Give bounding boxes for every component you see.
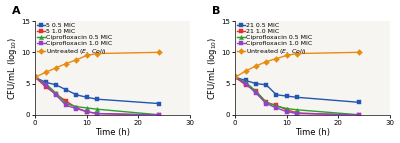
21 1.0 MIC — [233, 77, 238, 78]
Ciprofloxacin 0.5 MIC — [33, 77, 38, 78]
Ciprofloxacin 1.0 MIC — [284, 111, 289, 113]
Ciprofloxacin 0.5 MIC — [64, 103, 68, 104]
Untreated (E. Coli) — [54, 67, 58, 69]
Ciprofloxacin 1.0 MIC — [233, 77, 238, 78]
21 1.0 MIC — [284, 109, 289, 111]
Ciprofloxacin 0.5 MIC — [95, 108, 100, 110]
Ciprofloxacin 1.0 MIC — [54, 94, 58, 96]
Ciprofloxacin 0.5 MIC — [54, 92, 58, 94]
Untreated (E. Coli) — [274, 58, 279, 59]
5 1.0 MIC — [74, 107, 79, 109]
Untreated (E. Coli) — [233, 77, 238, 78]
21 0.5 MIC — [274, 94, 279, 96]
Legend: 5 0.5 MIC, 5 1.0 MIC, Ciprofloxacin 0.5 MIC, Ciprofloxacin 1.0 MIC, Untreated ($: 5 0.5 MIC, 5 1.0 MIC, Ciprofloxacin 0.5 … — [36, 22, 113, 57]
5 1.0 MIC — [95, 113, 100, 114]
5 1.0 MIC — [84, 111, 89, 113]
5 0.5 MIC — [33, 77, 38, 78]
Line: Ciprofloxacin 0.5 MIC: Ciprofloxacin 0.5 MIC — [33, 75, 161, 117]
5 1.0 MIC — [156, 115, 161, 116]
21 0.5 MIC — [264, 84, 268, 86]
Ciprofloxacin 0.5 MIC — [295, 109, 300, 111]
Ciprofloxacin 1.0 MIC — [264, 103, 268, 104]
Untreated (E. Coli) — [284, 55, 289, 56]
Line: Ciprofloxacin 0.5 MIC: Ciprofloxacin 0.5 MIC — [233, 75, 361, 117]
21 0.5 MIC — [233, 77, 238, 78]
5 1.0 MIC — [64, 100, 68, 102]
Ciprofloxacin 1.0 MIC — [43, 84, 48, 86]
Ciprofloxacin 0.5 MIC — [284, 108, 289, 109]
5 0.5 MIC — [156, 103, 161, 104]
Untreated (E. Coli) — [95, 53, 100, 54]
Untreated (E. Coli) — [64, 63, 68, 64]
Ciprofloxacin 1.0 MIC — [356, 114, 361, 116]
5 0.5 MIC — [95, 98, 100, 100]
Ciprofloxacin 0.5 MIC — [274, 105, 279, 107]
21 1.0 MIC — [264, 101, 268, 103]
5 1.0 MIC — [33, 77, 38, 78]
Ciprofloxacin 1.0 MIC — [254, 92, 258, 94]
Ciprofloxacin 0.5 MIC — [233, 77, 238, 78]
Ciprofloxacin 1.0 MIC — [95, 113, 100, 114]
21 1.0 MIC — [356, 115, 361, 116]
Line: Untreated (E. Coli): Untreated (E. Coli) — [233, 50, 361, 79]
Untreated (E. Coli) — [243, 70, 248, 72]
Untreated (E. Coli) — [156, 51, 161, 53]
Untreated (E. Coli) — [295, 53, 300, 54]
Untreated (E. Coli) — [356, 51, 361, 53]
Ciprofloxacin 1.0 MIC — [274, 107, 279, 109]
21 1.0 MIC — [295, 112, 300, 114]
Untreated (E. Coli) — [254, 65, 258, 67]
21 1.0 MIC — [243, 84, 248, 86]
Ciprofloxacin 1.0 MIC — [295, 113, 300, 114]
21 0.5 MIC — [356, 101, 361, 103]
5 0.5 MIC — [54, 84, 58, 86]
5 0.5 MIC — [84, 96, 89, 98]
Ciprofloxacin 0.5 MIC — [254, 90, 258, 92]
Ciprofloxacin 0.5 MIC — [43, 83, 48, 84]
Ciprofloxacin 1.0 MIC — [74, 108, 79, 109]
Y-axis label: CFU/mL (log$_{10}$): CFU/mL (log$_{10}$) — [6, 36, 18, 100]
Ciprofloxacin 1.0 MIC — [33, 77, 38, 78]
Line: Untreated (E. Coli): Untreated (E. Coli) — [33, 50, 161, 79]
Ciprofloxacin 0.5 MIC — [356, 114, 361, 116]
Ciprofloxacin 0.5 MIC — [264, 101, 268, 103]
Line: Ciprofloxacin 1.0 MIC: Ciprofloxacin 1.0 MIC — [33, 75, 161, 117]
Ciprofloxacin 1.0 MIC — [156, 114, 161, 116]
X-axis label: Time (h): Time (h) — [295, 128, 330, 137]
5 1.0 MIC — [54, 93, 58, 95]
5 0.5 MIC — [74, 94, 79, 96]
Untreated (E. Coli) — [264, 61, 268, 62]
Line: 5 0.5 MIC: 5 0.5 MIC — [33, 75, 161, 106]
Ciprofloxacin 0.5 MIC — [156, 114, 161, 116]
Text: A: A — [12, 6, 21, 16]
Ciprofloxacin 1.0 MIC — [84, 111, 89, 113]
21 0.5 MIC — [284, 95, 289, 97]
5 0.5 MIC — [43, 82, 48, 83]
5 0.5 MIC — [64, 89, 68, 91]
Ciprofloxacin 1.0 MIC — [64, 105, 68, 106]
Line: 21 1.0 MIC: 21 1.0 MIC — [233, 75, 361, 118]
Y-axis label: CFU/mL (log$_{10}$): CFU/mL (log$_{10}$) — [206, 36, 218, 100]
Line: 21 0.5 MIC: 21 0.5 MIC — [233, 75, 361, 104]
Line: Ciprofloxacin 1.0 MIC: Ciprofloxacin 1.0 MIC — [233, 75, 361, 117]
Untreated (E. Coli) — [43, 72, 48, 73]
5 1.0 MIC — [43, 86, 48, 88]
Untreated (E. Coli) — [74, 59, 79, 61]
Ciprofloxacin 1.0 MIC — [243, 83, 248, 84]
Ciprofloxacin 0.5 MIC — [74, 106, 79, 108]
Untreated (E. Coli) — [84, 55, 89, 56]
21 1.0 MIC — [254, 90, 258, 92]
Untreated (E. Coli) — [33, 77, 38, 78]
21 1.0 MIC — [274, 105, 279, 106]
Ciprofloxacin 0.5 MIC — [84, 107, 89, 109]
X-axis label: Time (h): Time (h) — [95, 128, 130, 137]
Ciprofloxacin 0.5 MIC — [243, 82, 248, 83]
21 0.5 MIC — [295, 96, 300, 98]
21 0.5 MIC — [243, 80, 248, 81]
Text: B: B — [212, 6, 220, 16]
Legend: 21 0.5 MIC, 21 1.0 MIC, Ciprofloxacin 0.5 MIC, Ciprofloxacin 1.0 MIC, Untreated : 21 0.5 MIC, 21 1.0 MIC, Ciprofloxacin 0.… — [236, 22, 313, 57]
21 0.5 MIC — [254, 83, 258, 84]
Line: 5 1.0 MIC: 5 1.0 MIC — [33, 75, 161, 118]
